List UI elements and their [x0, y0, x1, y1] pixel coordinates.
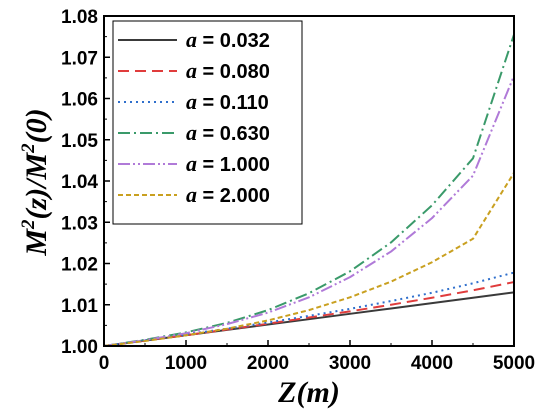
legend-label-3: a = 0.110	[186, 89, 269, 114]
legend-label-5: a = 1.000	[186, 151, 270, 176]
series-line-4	[103, 34, 515, 347]
ticks-layer: 0 1000 2000 3000 4000 5000 1.00 1.01 1.02 1.03 1.0…	[61, 7, 535, 374]
legend-label-2: a = 0.080	[186, 58, 270, 83]
y-tick-label: 1.03	[61, 213, 98, 234]
series-layer	[103, 34, 515, 347]
legend-label-6: a = 2.000	[186, 182, 270, 207]
y-tick-label: 1.02	[61, 255, 98, 276]
series-line-6	[103, 172, 515, 347]
y-tick-label: 1.05	[61, 131, 98, 152]
x-tick-label: 4000	[411, 353, 453, 374]
plot-frame	[103, 15, 515, 347]
legend-label-4: a = 0.630	[186, 120, 270, 145]
x-tick-label: 1000	[165, 353, 207, 374]
x-tick-label: 0	[99, 353, 110, 374]
x-tick-label: 5000	[493, 353, 535, 374]
y-axis-title: M2(z)/M2(0)	[18, 108, 53, 256]
series-line-5	[103, 75, 515, 347]
legend: a = 0.032 a = 0.080 a = 0.110 a = 0.630 a = …	[112, 20, 303, 225]
y-tick-label: 1.00	[61, 337, 98, 358]
x-tick-label: 2000	[247, 353, 289, 374]
y-tick-label: 1.04	[61, 172, 98, 193]
x-axis-title: Z(m)	[277, 376, 340, 409]
legend-label-1: a = 0.032	[186, 27, 270, 52]
y-tick-label: 1.06	[61, 90, 98, 111]
y-tick-label: 1.07	[61, 48, 98, 69]
y-tick-label: 1.08	[61, 7, 98, 28]
legend-box	[112, 20, 303, 225]
y-tick-label: 1.01	[61, 296, 98, 317]
x-tick-label: 3000	[329, 353, 371, 374]
